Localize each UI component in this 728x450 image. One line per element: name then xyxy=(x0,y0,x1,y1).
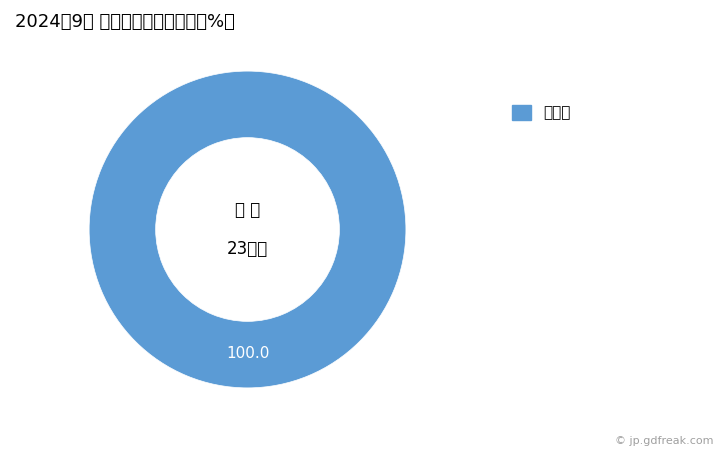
Text: 100.0: 100.0 xyxy=(226,346,269,360)
Text: 総 額: 総 額 xyxy=(235,202,260,220)
Text: 2024年9月 輸出相手国のシェア（%）: 2024年9月 輸出相手国のシェア（%） xyxy=(15,14,234,32)
Wedge shape xyxy=(89,71,406,388)
Text: © jp.gdfreak.com: © jp.gdfreak.com xyxy=(615,436,713,446)
Legend: ラオス: ラオス xyxy=(507,99,577,127)
Text: 23万円: 23万円 xyxy=(227,239,268,257)
